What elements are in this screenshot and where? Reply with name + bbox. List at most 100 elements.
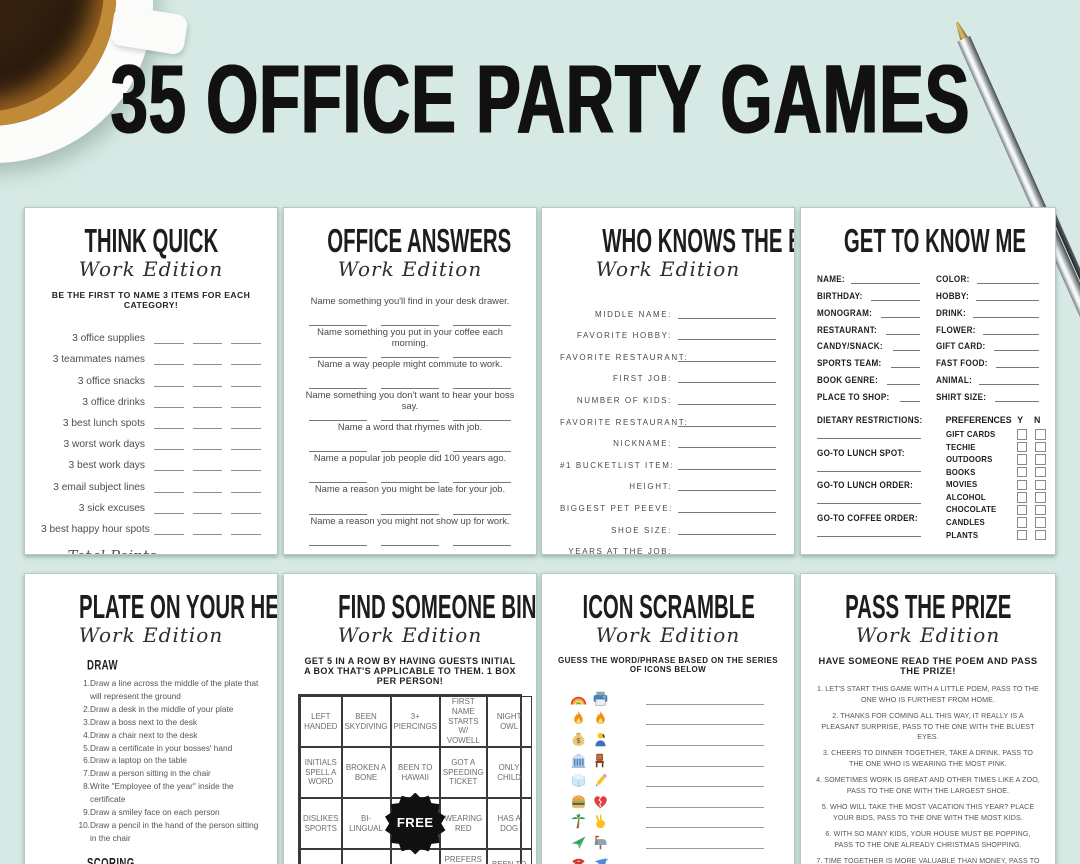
step-text: Draw a pencil in the hand of the person … <box>90 819 259 843</box>
money-bag-icon: $ <box>572 732 585 746</box>
blank-line <box>231 458 262 472</box>
blank-line <box>231 501 262 514</box>
bingo-cell: PREFERS PEPSI OVER COKE <box>439 849 487 864</box>
field-label: BIGGEST PET PEEVE: <box>560 503 673 513</box>
blank-line <box>972 308 1039 318</box>
step-number: 5. <box>83 742 90 753</box>
preference-label: PLANTS <box>945 530 978 540</box>
no-checkbox <box>1035 517 1046 528</box>
preference-rows: GIFT CARDS TECHIE OUTDOORS BOOKS MOVIES ALCOH… <box>946 428 1046 541</box>
icon-row <box>570 832 794 853</box>
blank-line <box>231 522 262 535</box>
category-row: 3 email subject lines <box>41 471 262 493</box>
preference-row: CHOCOLATE <box>946 504 1046 517</box>
question-block: Name something you don't want to hear yo… <box>302 389 518 421</box>
field-label: NICKNAME: <box>613 439 672 449</box>
card-subtitle: Work Edition <box>78 257 224 281</box>
step-number: 4. <box>83 729 90 740</box>
draw-step: 1. Draw a line across the middle of the p… <box>73 677 263 703</box>
card-icon-scramble: ICON SCRAMBLE Work Edition GUESS THE WOR… <box>541 573 795 864</box>
card-title: THINK QUICK <box>84 223 218 260</box>
field-row: #1 BUCKETLIST ITEM: <box>560 448 776 470</box>
field-row: FAVORITE HOBBY: <box>560 319 776 341</box>
field-label: DRINK: <box>936 307 966 318</box>
card-tagline: HAVE SOMEONE READ THE POEM AND PASS THE … <box>818 656 1038 676</box>
card-title: ICON SCRAMBLE <box>582 589 755 626</box>
yes-checkbox <box>1016 504 1028 516</box>
preference-label: MOVIES <box>945 480 978 490</box>
blank-line <box>453 513 511 515</box>
blank-line <box>309 513 367 515</box>
field-row: FAVORITE RESTAURANT: <box>560 405 776 427</box>
answer-lines <box>302 450 518 452</box>
field-row: FLOWER: <box>936 318 1039 335</box>
card-subtitle: Work Edition <box>595 257 741 281</box>
question-text: Name something you'll find in your desk … <box>310 295 510 306</box>
blank-line <box>163 550 235 554</box>
blank-line <box>453 544 511 547</box>
question-block: Name a way people might commute to work. <box>302 358 518 390</box>
blank-line <box>678 372 776 384</box>
svg-text:$: $ <box>576 736 580 745</box>
chair-icon <box>595 753 604 767</box>
blank-line <box>817 458 921 472</box>
field-label: FIRST JOB: <box>613 374 672 384</box>
answer-lines <box>302 419 518 421</box>
field-label: YEARS AT THE JOB: <box>568 547 672 555</box>
card-find-someone-bingo: FIND SOMEONE BINGO Work Edition GET 5 IN… <box>283 573 537 864</box>
blank-line <box>646 754 764 767</box>
category-rows: 3 office supplies 3 teammates names 3 offi… <box>41 323 262 535</box>
no-column-label: N <box>1033 415 1041 426</box>
fire-icon <box>596 711 605 725</box>
field-label: HEIGHT: <box>629 482 672 492</box>
question-text: Name a popular job people did 100 years … <box>313 451 507 463</box>
field-row: CANDY/SNACK: <box>817 335 920 352</box>
blank-line <box>975 291 1039 301</box>
blank-line <box>892 341 920 352</box>
question-block: Name a reason you might not show up for … <box>302 514 518 547</box>
person-phone-icon <box>595 732 606 747</box>
card-subtitle: Work Edition <box>337 623 483 647</box>
question-text: Name a reason you might not show up for … <box>310 514 510 526</box>
card-tagline: GET 5 IN A ROW BY HAVING GUESTS INITIAL … <box>304 656 516 686</box>
preference-label: BOOKS <box>945 467 976 477</box>
blank-line <box>678 416 776 427</box>
icon-row: $ <box>570 729 794 750</box>
blank-line <box>381 450 439 452</box>
preference-row: GIFT CARDS <box>946 428 1046 441</box>
field-label: SHOE SIZE: <box>611 525 672 535</box>
icon-row <box>570 770 794 791</box>
page-title: 35 OFFICE PARTY GAMES <box>110 45 970 155</box>
blank-line <box>646 774 764 788</box>
question-block: Name something you'll find in your desk … <box>302 295 518 327</box>
blank-line <box>983 325 1039 335</box>
field-label: FLOWER: <box>936 324 976 335</box>
total-points-label: Total Points <box>67 547 156 554</box>
bingo-cell: BEEN TO HAWAII <box>390 747 440 798</box>
field-row: DRINK: <box>936 301 1039 318</box>
card-pass-the-prize: PASS THE PRIZE Work Edition HAVE SOMEONE… <box>800 573 1056 864</box>
blank-line <box>381 513 439 515</box>
icon-row <box>570 791 794 812</box>
draw-step: 6. Draw a laptop on the table <box>73 754 263 767</box>
blank-line <box>154 522 184 535</box>
right-field-column: COLOR: HOBBY: DRINK: FLOWER: GIFT CARD: FAST … <box>936 267 1039 403</box>
blank-line <box>154 374 184 387</box>
blank-line <box>154 480 184 493</box>
blank-line <box>154 437 184 451</box>
step-text: Draw a certificate in your bosses' hand <box>90 742 233 753</box>
preference-label: TECHIE <box>945 442 976 452</box>
question-block: Name something you put in your coffee ea… <box>302 326 518 358</box>
field-row: FAST FOOD: <box>936 351 1039 369</box>
draw-step: 10. Draw a pencil in the hand of the pers… <box>73 819 263 845</box>
goto-field: GO-TO LUNCH ORDER: <box>817 480 932 505</box>
category-row: 3 worst work days <box>41 429 262 451</box>
category-label: 3 office supplies <box>72 333 145 345</box>
free-space-seal: FREE <box>385 792 446 855</box>
draw-step: 7. Draw a person sitting in the chair <box>73 767 263 780</box>
icon-pair <box>570 752 618 769</box>
blank-line <box>886 325 920 335</box>
blank-line <box>309 450 367 452</box>
yes-column-label: Y <box>1017 415 1024 426</box>
field-row: FIRST JOB: <box>560 362 776 384</box>
